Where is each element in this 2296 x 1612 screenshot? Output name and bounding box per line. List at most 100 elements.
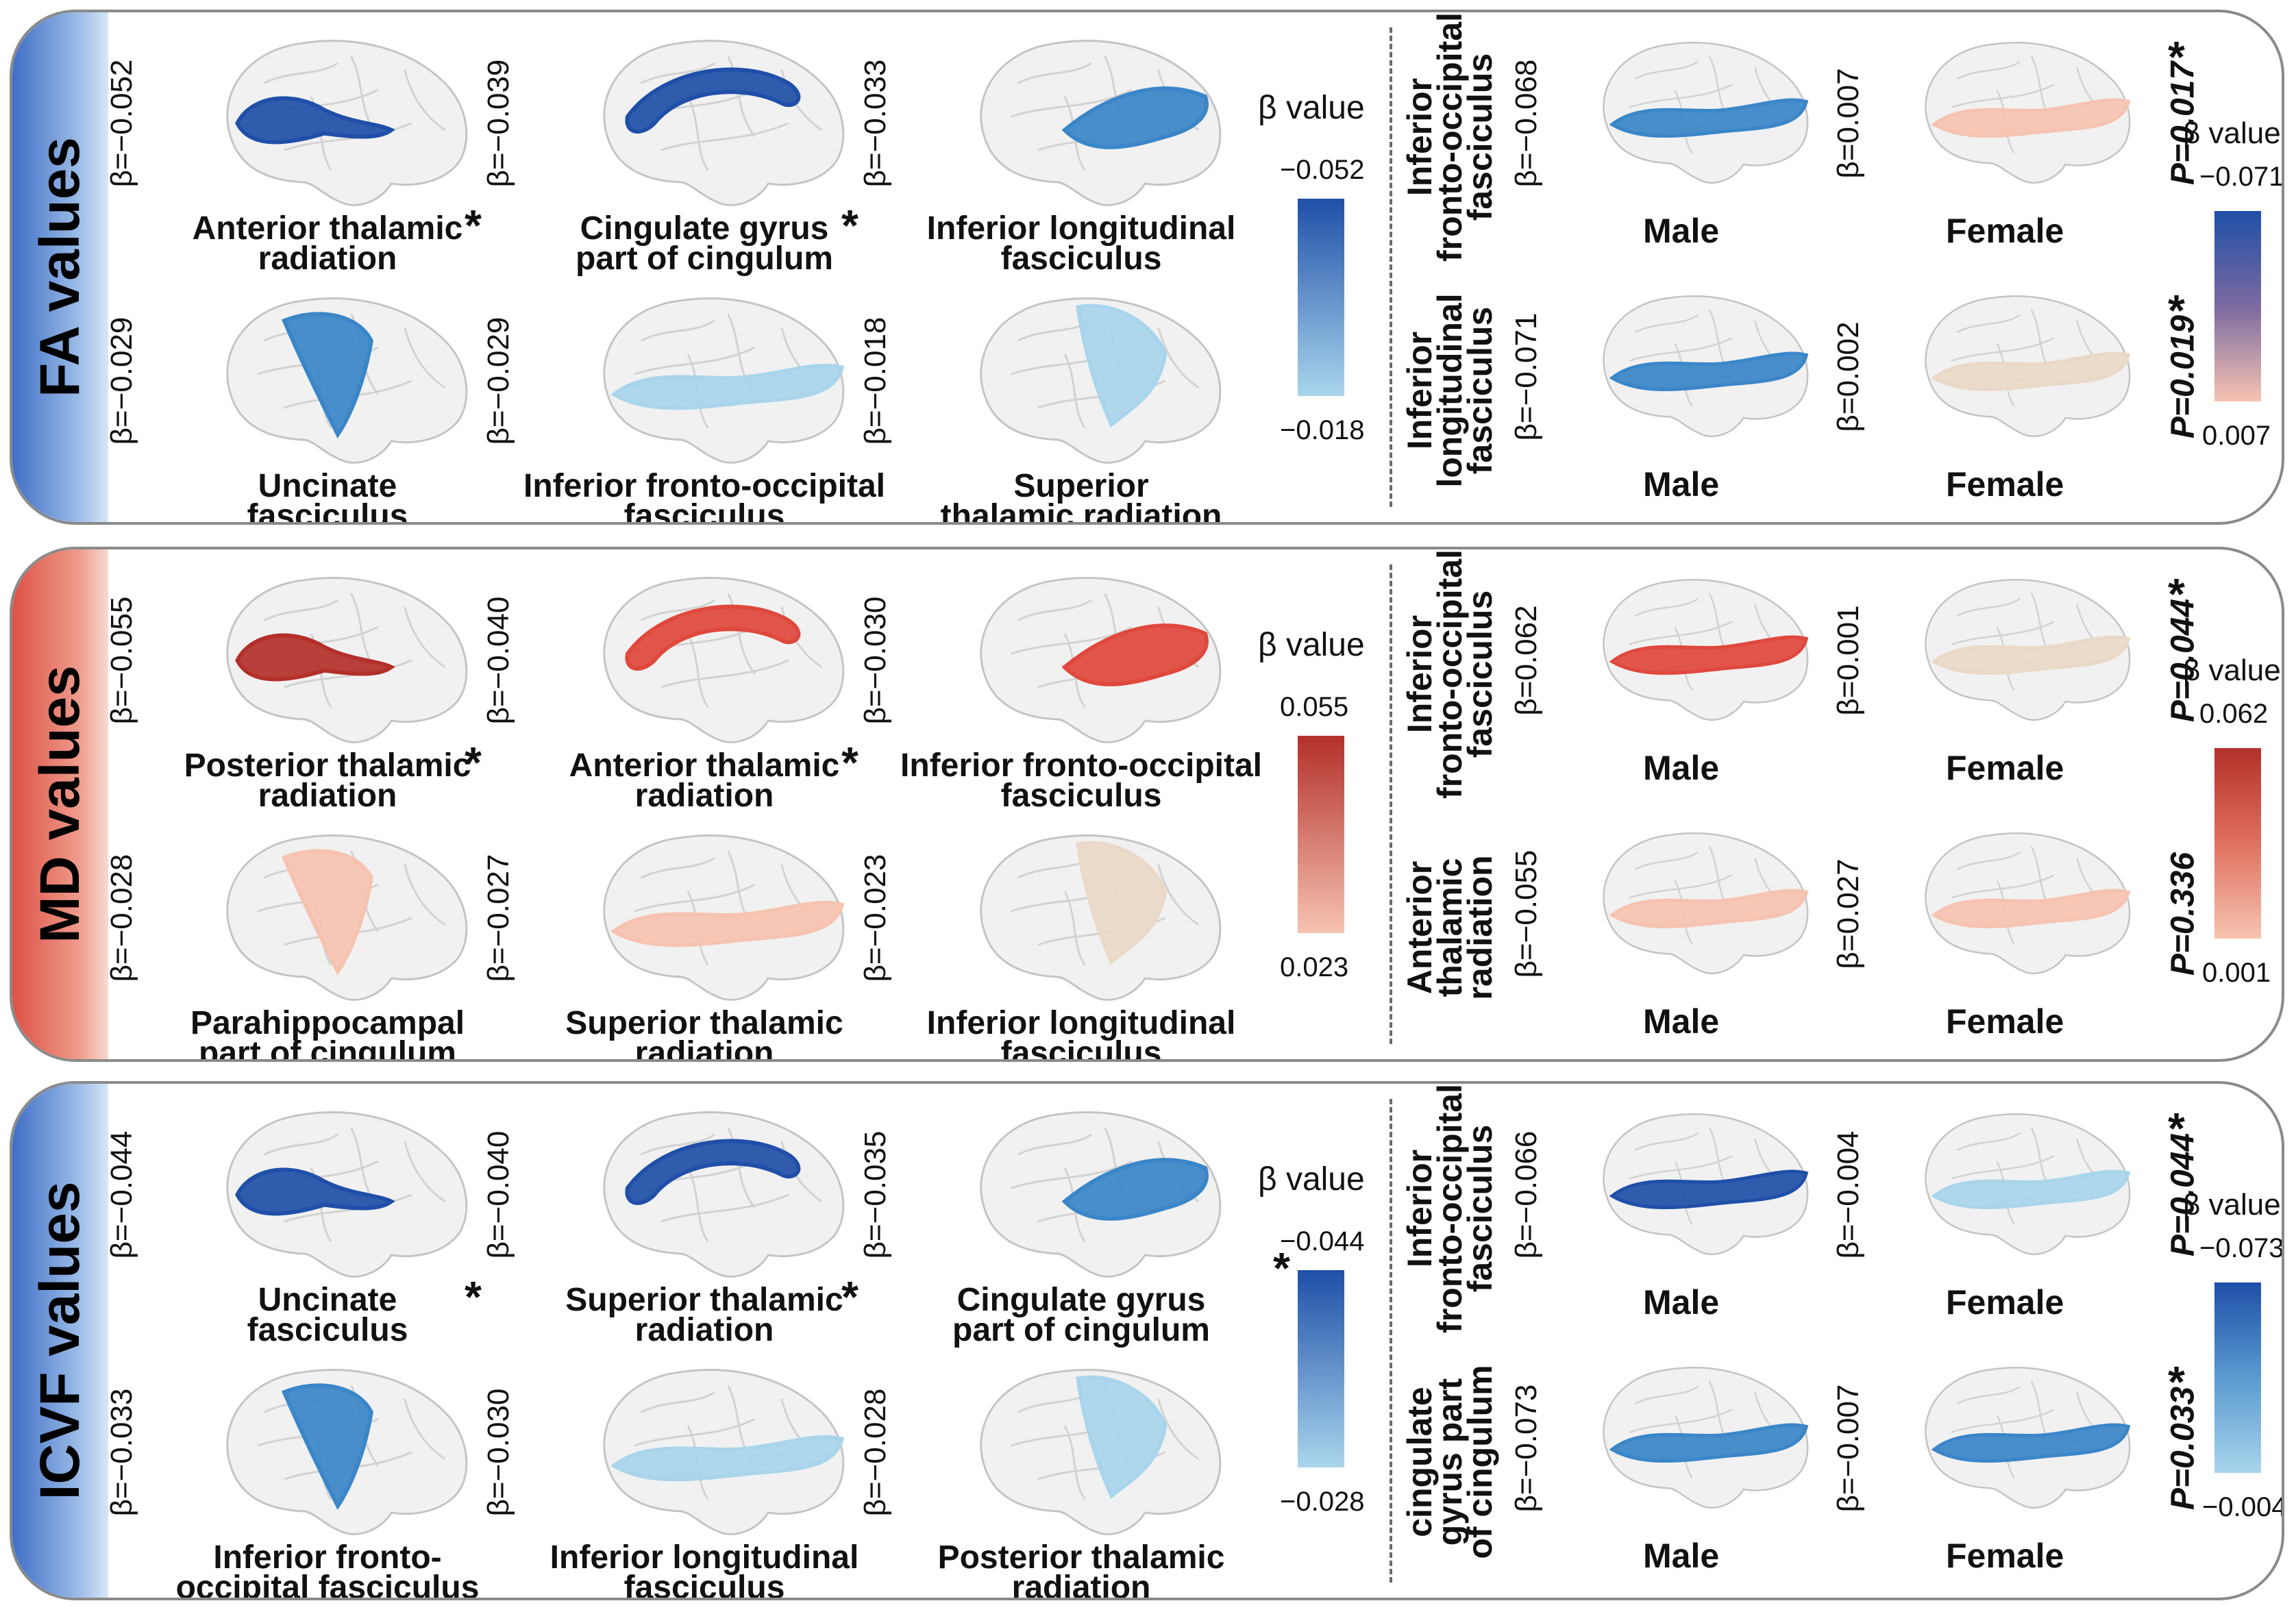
tract-name-line: Uncinate xyxy=(258,468,397,504)
brain-tract-svg xyxy=(226,297,468,464)
scale-title: β value xyxy=(1258,1161,1365,1198)
brain-gyrus xyxy=(404,1398,446,1460)
brain-tract-svg xyxy=(1925,42,2131,184)
significance-star: * xyxy=(465,738,482,787)
male-label: Male xyxy=(1643,212,1720,250)
brain-render xyxy=(567,1092,862,1298)
sex-tract-name: Inferior longitudinal fasciculus xyxy=(1400,293,1499,487)
brain-gyrus xyxy=(1063,891,1086,966)
brain-tract-svg xyxy=(226,577,468,743)
female-label: Female xyxy=(1946,1283,2064,1322)
brain-gyrus xyxy=(1011,1160,1133,1189)
brain-gyrus xyxy=(1011,88,1133,118)
beta-value: β=−0.029 xyxy=(105,317,138,445)
brain-tract-svg xyxy=(1925,295,2131,438)
tract-name-line: radiation xyxy=(258,778,397,814)
tract-name-line: part of cingulum xyxy=(952,1312,1210,1348)
beta-value: β=−0.040 xyxy=(482,1130,515,1259)
brain-render xyxy=(567,1350,862,1555)
brain-gyrus xyxy=(780,69,823,131)
tract-name-line: Posterior thalamic xyxy=(184,747,471,784)
fiber-tract xyxy=(1061,1158,1209,1221)
brain-gyrus xyxy=(1951,1155,2055,1180)
tract-name-line: Inferior fronto-occipital xyxy=(900,747,1262,784)
brain-gyrus xyxy=(1956,1385,2021,1405)
brain-tract-svg xyxy=(226,1111,468,1278)
brain-gyrus xyxy=(780,606,823,668)
fiber-tract xyxy=(1931,1423,2131,1463)
brain-gyrus xyxy=(263,599,338,621)
tract-name-line: occipital fasciculus xyxy=(175,1570,480,1600)
fiber-tract xyxy=(1609,351,1809,392)
sex-tract-name-line: radiation xyxy=(1461,855,1499,1000)
brain-gyrus xyxy=(1951,84,2055,108)
tract-name-line: part of cingulum xyxy=(576,240,833,277)
tract-name-line: Cingulate gyrus xyxy=(956,1282,1206,1318)
fiber-tract xyxy=(281,312,373,439)
female-brain xyxy=(1869,565,2171,736)
brain-tract-svg xyxy=(603,297,845,464)
fiber-tract xyxy=(1609,98,1809,138)
significance-star: * xyxy=(2168,1104,2185,1153)
panel-title: MD values xyxy=(29,665,91,943)
tract-name-line: Superior thalamic xyxy=(565,1005,843,1041)
section-divider xyxy=(1390,1099,1392,1583)
tract-name-line: Anterior thalamic xyxy=(192,210,463,247)
brain-render xyxy=(567,815,862,1021)
tract-name-line: fasciculus xyxy=(624,498,785,525)
fiber-tract xyxy=(625,1139,801,1205)
sex-tract-name: Inferior fronto-occipital fasciculus xyxy=(1400,549,1499,799)
brain-gyrus xyxy=(1017,62,1092,84)
tract-name-line: radiation xyxy=(634,1035,774,1062)
brain-gyrus xyxy=(404,864,446,926)
fiber-tract xyxy=(1609,1169,1809,1210)
male-brain xyxy=(1547,1352,1849,1524)
female-brain xyxy=(1869,818,2171,989)
brain-gyrus xyxy=(661,659,789,689)
brain-tract-svg xyxy=(980,40,1222,206)
brain-tract-svg xyxy=(980,834,1222,1001)
brain-tract-svg xyxy=(226,834,468,1001)
colorbar xyxy=(1298,736,1344,933)
female-beta: β=0.007 xyxy=(1831,68,1865,179)
tract-name-line: Posterior thalamic xyxy=(937,1539,1225,1576)
male-brain xyxy=(1547,1099,1849,1270)
brain-gyrus xyxy=(1956,314,2021,334)
male-beta: β=−0.055 xyxy=(1509,850,1543,978)
colorbar xyxy=(1298,199,1344,396)
female-label: Female xyxy=(1946,212,2064,250)
tract-name: Superior thalamic radiation xyxy=(889,468,1273,525)
tract-cell: β=−0.033 Inferior longitudinal fasciculus xyxy=(859,21,1246,275)
tract-name-line: fasciculus xyxy=(247,1312,408,1348)
tract-cell: β=−0.035 Cingulate gyrus part of cingulum xyxy=(859,1092,1246,1347)
fiber-tract xyxy=(1931,1169,2131,1210)
brain-gyrus xyxy=(640,1391,715,1413)
brain-gyrus xyxy=(727,1127,756,1209)
brain-gyrus xyxy=(1951,337,2055,362)
fiber-tract xyxy=(281,1383,373,1511)
sex-tract-name-line: fasciculus xyxy=(1461,1124,1499,1293)
sex-scale-title: β value xyxy=(2183,1188,2281,1222)
tract-name-line: Superior xyxy=(1013,468,1149,504)
tract-name: Posterior thalamic radiation xyxy=(136,747,519,814)
tract-name-line: thalamic radiation xyxy=(940,498,1222,525)
scale-max: 0.055 xyxy=(1280,692,1349,722)
tract-name-line: Inferior longitudinal xyxy=(926,210,1236,247)
female-beta: β=0.002 xyxy=(1831,321,1865,432)
panel-side-band: MD values xyxy=(12,549,108,1059)
sex-tract-name-line: of cingulum xyxy=(1461,1365,1499,1559)
beta-value: β=−0.055 xyxy=(105,596,138,725)
significance-star: * xyxy=(465,1272,482,1322)
beta-value: β=−0.027 xyxy=(482,854,515,982)
panel-md-values: MD values β=−0.055 Posterior thalamic radia… xyxy=(10,547,2284,1062)
brain-render xyxy=(944,1092,1239,1298)
tract-name-line: fasciculus xyxy=(624,1570,785,1600)
tract-name-line: radiation xyxy=(258,240,397,277)
scale-min: −0.028 xyxy=(1280,1487,1365,1517)
fiber-tract xyxy=(1609,1423,1809,1463)
male-brain xyxy=(1547,818,1849,989)
significance-star: * xyxy=(841,1272,859,1322)
fiber-tract xyxy=(1061,86,1209,149)
fiber-tract xyxy=(235,96,395,145)
brain-gyrus xyxy=(1951,621,2055,645)
